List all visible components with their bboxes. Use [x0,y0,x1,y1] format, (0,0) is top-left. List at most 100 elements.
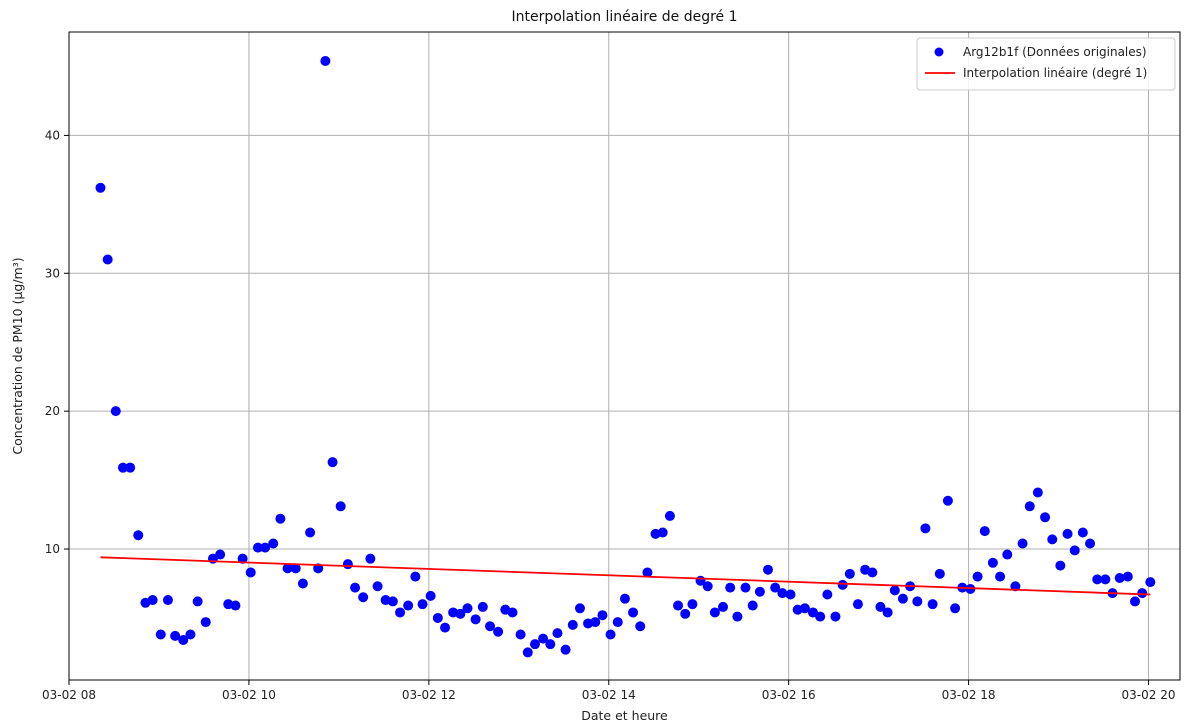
data-point [882,607,893,618]
data-point [718,601,729,612]
y-axis-title: Concentration de PM10 (µg/m³) [10,257,25,454]
data-point [920,523,931,534]
data-point [619,593,630,604]
data-point [972,571,983,582]
x-tick-label: 03-02 10 [222,688,276,702]
data-point [170,630,181,641]
data-point [942,495,953,506]
x-tick-label: 03-02 20 [1122,688,1176,702]
data-point [133,530,144,541]
data-point [785,589,796,600]
data-point [875,601,886,612]
y-tick-label: 20 [45,404,60,418]
data-point [642,567,653,578]
data-point [995,571,1006,582]
data-point [215,549,226,560]
data-point [440,622,451,633]
data-point [125,462,136,473]
data-point [680,608,691,619]
data-point [147,595,158,606]
data-point [1077,527,1088,538]
interpolation-line [100,556,1151,596]
data-point [815,611,826,622]
x-axis: 03-02 08 03-02 10 03-02 12 03-02 14 03-02 16… [42,680,1175,702]
data-point [110,406,121,417]
data-point [538,633,549,644]
data-point [1069,545,1080,556]
plot-frame [68,31,1181,681]
data-point [95,182,106,193]
data-point [702,581,713,592]
x-axis-title: Date et heure [581,708,668,723]
data-point [395,607,406,618]
data-point [687,599,698,610]
data-point [335,501,346,512]
data-point [1040,512,1051,523]
data-point [162,595,173,606]
data-point [605,629,616,640]
data-point [934,568,945,579]
data-point [372,581,383,592]
legend-label-scatter: Arg12b1f (Données originales) [963,45,1147,59]
data-point [245,567,256,578]
data-point [1114,572,1125,583]
data-point [777,588,788,599]
data-point [237,553,248,564]
data-point [852,599,863,610]
data-point [657,527,668,538]
plot-content [95,55,1156,658]
y-tick-label: 10 [45,542,60,556]
data-point [725,582,736,593]
data-point [1047,534,1058,545]
data-point [950,603,961,614]
data-point [673,600,684,611]
data-point [507,607,518,618]
data-point [1085,538,1096,549]
data-point [462,603,473,614]
data-point [268,538,279,549]
legend: Arg12b1f (Données originales) Interpolati… [916,37,1176,91]
data-point [770,582,781,593]
legend-box [916,37,1176,91]
x-tick-label: 03-02 12 [402,688,456,702]
x-tick-label: 03-02 18 [942,688,996,702]
data-point [545,639,556,650]
data-point [889,585,900,596]
data-point [117,462,128,473]
data-point [1130,596,1141,607]
data-point [664,510,675,521]
legend-label-line: Interpolation linéaire (degré 1) [963,66,1147,80]
data-point [358,592,369,603]
data-point [709,607,720,618]
data-point [493,626,504,637]
data-point [290,563,301,574]
data-point [830,611,841,622]
data-point [522,647,533,658]
data-point [552,628,563,639]
data-point [102,254,113,265]
data-point [754,586,765,597]
y-tick-label: 30 [45,266,60,280]
data-point [178,635,189,646]
y-axis: 10 20 30 40 [45,128,69,556]
data-point [252,542,263,553]
data-point [747,600,758,611]
x-tick-label: 03-02 08 [42,688,96,702]
data-point [410,571,421,582]
legend-marker-scatter [934,47,944,57]
x-tick-label: 03-02 16 [762,688,816,702]
data-point [305,527,316,538]
data-point [628,607,639,618]
data-point [574,603,585,614]
data-point [1002,549,1013,560]
data-point [635,621,646,632]
data-point [192,596,203,607]
chart-title: Interpolation linéaire de degré 1 [511,9,737,25]
data-point [567,619,578,630]
data-point [799,603,810,614]
data-point [1017,538,1028,549]
data-point [417,599,428,610]
data-point [365,553,376,564]
data-point [403,600,414,611]
